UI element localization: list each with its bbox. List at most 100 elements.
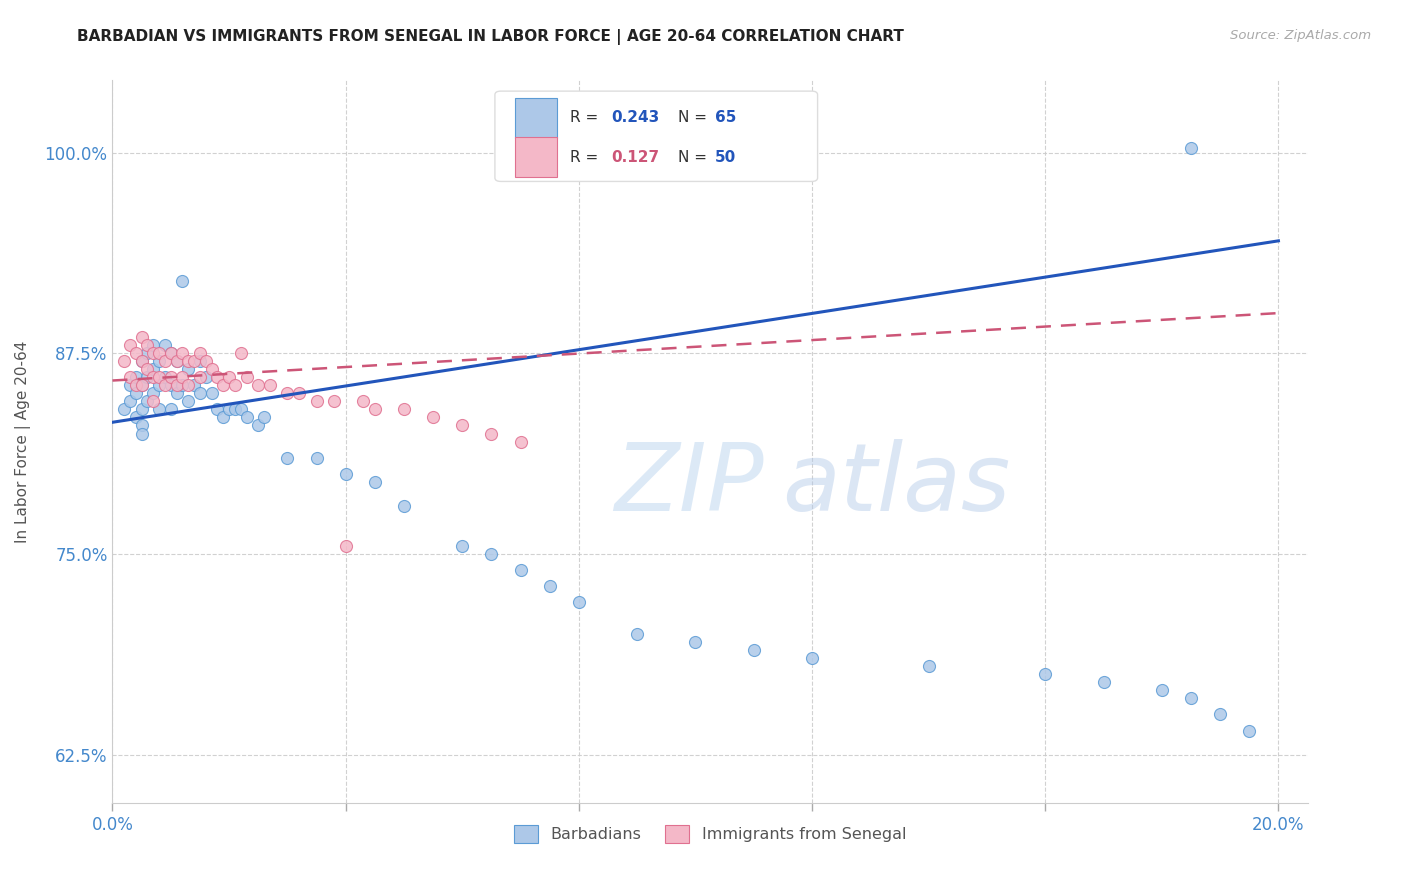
Point <box>159 402 181 417</box>
Point <box>136 338 159 352</box>
Point <box>172 346 194 360</box>
Point <box>207 370 229 384</box>
Point <box>1209 707 1232 722</box>
Point <box>177 354 200 368</box>
Text: 65: 65 <box>714 111 737 126</box>
Point <box>131 418 153 433</box>
Point <box>183 354 205 368</box>
Point <box>323 394 346 409</box>
Point <box>188 386 211 401</box>
Point <box>451 418 474 433</box>
Point <box>276 450 298 465</box>
Point <box>568 595 591 609</box>
Text: ZIP: ZIP <box>614 440 763 531</box>
Point <box>136 346 159 360</box>
Point <box>118 378 141 392</box>
Point <box>118 370 141 384</box>
Point <box>166 354 188 368</box>
Point <box>212 378 235 392</box>
Point <box>305 394 328 409</box>
Point <box>125 378 148 392</box>
Point <box>207 402 229 417</box>
Point <box>177 394 200 409</box>
Point <box>253 410 276 425</box>
Point <box>685 635 707 649</box>
Point <box>148 378 170 392</box>
Point <box>1033 667 1056 681</box>
Point <box>118 338 141 352</box>
Point <box>305 450 328 465</box>
Point <box>1150 683 1173 698</box>
Point <box>159 378 181 392</box>
Point <box>259 378 281 392</box>
Text: N =: N = <box>678 150 711 164</box>
Point <box>538 579 561 593</box>
Point <box>159 346 181 360</box>
Point <box>131 426 153 441</box>
Point <box>335 539 357 553</box>
Point <box>481 547 503 561</box>
Point <box>148 346 170 360</box>
Point <box>142 362 165 376</box>
Point <box>118 394 141 409</box>
Point <box>229 346 252 360</box>
Point <box>142 386 165 401</box>
Point <box>276 386 298 401</box>
Point <box>188 346 211 360</box>
Point <box>1180 691 1202 706</box>
Point <box>172 370 194 384</box>
Point <box>200 362 222 376</box>
Point <box>188 370 211 384</box>
FancyBboxPatch shape <box>495 91 818 181</box>
Point <box>125 386 148 401</box>
Point <box>335 467 357 481</box>
Point <box>148 354 170 368</box>
Point <box>131 354 153 368</box>
FancyBboxPatch shape <box>515 98 557 138</box>
Point <box>142 394 165 409</box>
Point <box>125 370 148 384</box>
Point <box>172 378 194 392</box>
Text: N =: N = <box>678 111 711 126</box>
Point <box>364 475 387 489</box>
Point <box>200 386 222 401</box>
Point <box>481 426 503 441</box>
Point <box>451 539 474 553</box>
Point <box>159 370 181 384</box>
Point <box>136 370 159 384</box>
Point <box>1092 675 1115 690</box>
Point <box>218 402 240 417</box>
Point <box>148 402 170 417</box>
Point <box>112 402 135 417</box>
Point <box>112 354 135 368</box>
Point <box>177 362 200 376</box>
Text: 0.127: 0.127 <box>610 150 659 164</box>
Text: BARBADIAN VS IMMIGRANTS FROM SENEGAL IN LABOR FORCE | AGE 20-64 CORRELATION CHAR: BARBADIAN VS IMMIGRANTS FROM SENEGAL IN … <box>77 29 904 45</box>
Point <box>148 370 170 384</box>
Point <box>218 370 240 384</box>
FancyBboxPatch shape <box>515 137 557 177</box>
Point <box>136 394 159 409</box>
Point <box>247 418 270 433</box>
Point <box>422 410 444 425</box>
Point <box>235 370 257 384</box>
Point <box>1180 141 1202 155</box>
Y-axis label: In Labor Force | Age 20-64: In Labor Force | Age 20-64 <box>14 341 31 542</box>
Point <box>172 274 194 288</box>
Text: 50: 50 <box>714 150 737 164</box>
Point <box>166 378 188 392</box>
Point <box>229 402 252 417</box>
Point <box>183 378 205 392</box>
Point <box>194 370 217 384</box>
Point <box>235 410 257 425</box>
Point <box>188 354 211 368</box>
Text: atlas: atlas <box>782 440 1010 531</box>
Point <box>131 330 153 344</box>
Point <box>166 386 188 401</box>
Text: Source: ZipAtlas.com: Source: ZipAtlas.com <box>1230 29 1371 42</box>
Point <box>131 402 153 417</box>
Point <box>131 354 153 368</box>
Point <box>224 378 246 392</box>
Point <box>352 394 374 409</box>
Point <box>509 563 531 577</box>
